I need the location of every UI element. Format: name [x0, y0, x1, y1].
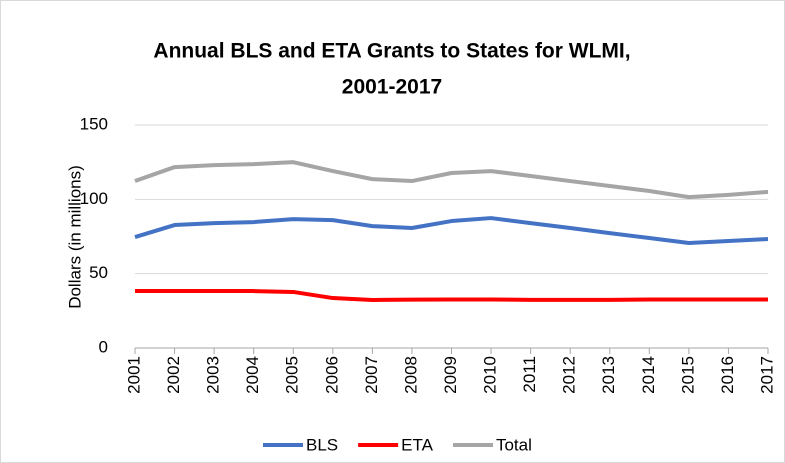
- x-tick-label: 2016: [718, 356, 737, 394]
- x-tick-label: 2004: [243, 356, 262, 394]
- y-tick-label: 150: [80, 114, 108, 133]
- chart-title: Annual BLS and ETA Grants to States for …: [153, 40, 630, 63]
- x-tick-label: 2017: [757, 356, 776, 394]
- x-tick-label: 2010: [481, 356, 500, 394]
- legend-label: ETA: [401, 435, 433, 454]
- legend-label: BLS: [306, 435, 338, 454]
- legend-label: Total: [496, 435, 532, 454]
- x-tick-label: 2014: [639, 356, 658, 394]
- chart-title: 2001-2017: [342, 76, 442, 99]
- y-tick-label: 50: [89, 263, 108, 282]
- y-tick-label: 100: [80, 189, 108, 208]
- x-tick-label: 2009: [441, 356, 460, 394]
- series-line: [135, 289, 768, 302]
- x-tick-label: 2013: [599, 356, 618, 394]
- x-tick-label: 2002: [164, 356, 183, 394]
- y-tick-label: 0: [99, 337, 108, 356]
- series-line: [134, 216, 769, 246]
- series-line: [134, 160, 769, 200]
- x-tick-label: 2005: [283, 356, 302, 394]
- x-tick-label: 2007: [362, 356, 381, 394]
- x-tick-label: 2015: [678, 356, 697, 394]
- x-tick-label: 2011: [520, 356, 539, 393]
- x-tick-label: 2003: [204, 356, 223, 394]
- y-axis-label: Dollars (in millions): [65, 165, 84, 309]
- x-tick-label: 2006: [322, 356, 341, 394]
- x-tick-label: 2008: [401, 356, 420, 394]
- x-tick-label: 2001: [124, 356, 143, 394]
- x-tick-label: 2012: [560, 356, 579, 394]
